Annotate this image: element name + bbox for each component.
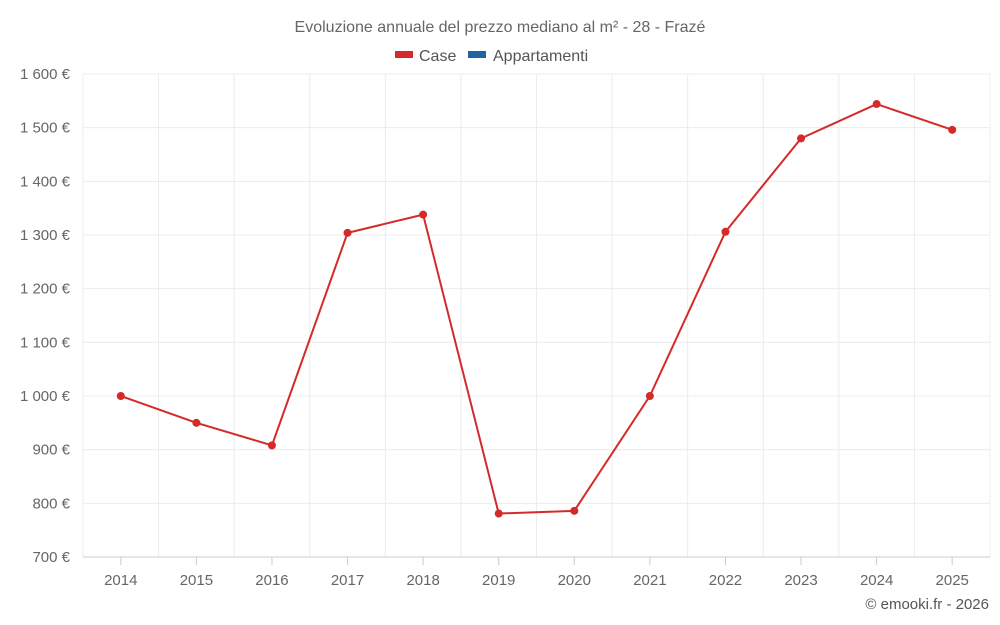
x-tick-label: 2022 — [709, 572, 742, 589]
x-tick-label: 2015 — [180, 572, 213, 589]
y-tick-label: 1 100 € — [20, 334, 71, 351]
y-tick-label: 1 200 € — [20, 281, 71, 298]
legend-label-case[interactable]: Case — [419, 48, 456, 65]
data-point[interactable] — [419, 210, 428, 219]
data-point[interactable] — [494, 509, 503, 518]
x-tick-label: 2019 — [482, 572, 515, 589]
y-tick-label: 900 € — [32, 442, 70, 459]
y-tick-label: 700 € — [32, 549, 70, 566]
x-tick-label: 2020 — [558, 572, 591, 589]
y-tick-label: 1 400 € — [20, 173, 71, 190]
data-point[interactable] — [948, 125, 957, 134]
x-tick-label: 2018 — [406, 572, 439, 589]
x-tick-label: 2024 — [860, 572, 893, 589]
x-tick-label: 2025 — [936, 572, 969, 589]
legend-label-appartamenti[interactable]: Appartamenti — [493, 48, 588, 65]
series-line-case — [120, 103, 953, 515]
y-tick-label: 1 500 € — [20, 120, 71, 137]
data-point[interactable] — [797, 134, 806, 143]
x-tick-label: 2023 — [784, 572, 817, 589]
x-tick-label: 2016 — [255, 572, 288, 589]
legend: Case Appartamenti — [395, 48, 588, 65]
x-tick-label: 2021 — [633, 572, 666, 589]
credit-text: © emooki.fr - 2026 — [865, 596, 989, 613]
legend-swatch-appartamenti — [468, 51, 486, 58]
data-point[interactable] — [343, 228, 352, 237]
y-tick-label: 1 600 € — [20, 66, 71, 83]
y-tick-label: 1 000 € — [20, 388, 71, 405]
data-point[interactable] — [645, 392, 654, 400]
x-tick-label: 2017 — [331, 572, 364, 589]
chart-title: Evoluzione annuale del prezzo mediano al… — [295, 19, 706, 36]
y-axis-ticks: 700 € 800 € 900 € 1 000 € 1 100 € 1 200 € 1 30… — [20, 66, 71, 566]
series-layer — [116, 100, 957, 518]
x-axis-ticks: 2014 2015 2016 2017 2018 2019 2020 2021 2022 2023… — [104, 557, 969, 589]
data-point[interactable] — [721, 227, 730, 236]
y-tick-label: 1 300 € — [20, 227, 71, 244]
data-point[interactable] — [192, 418, 201, 427]
x-gridlines — [82, 74, 991, 558]
y-tick-label: 800 € — [32, 495, 70, 512]
data-point[interactable] — [116, 392, 125, 400]
legend-swatch-case — [395, 51, 413, 58]
x-tick-label: 2014 — [104, 572, 137, 589]
data-point[interactable] — [872, 100, 881, 109]
data-point[interactable] — [570, 506, 579, 515]
data-point[interactable] — [267, 441, 276, 450]
